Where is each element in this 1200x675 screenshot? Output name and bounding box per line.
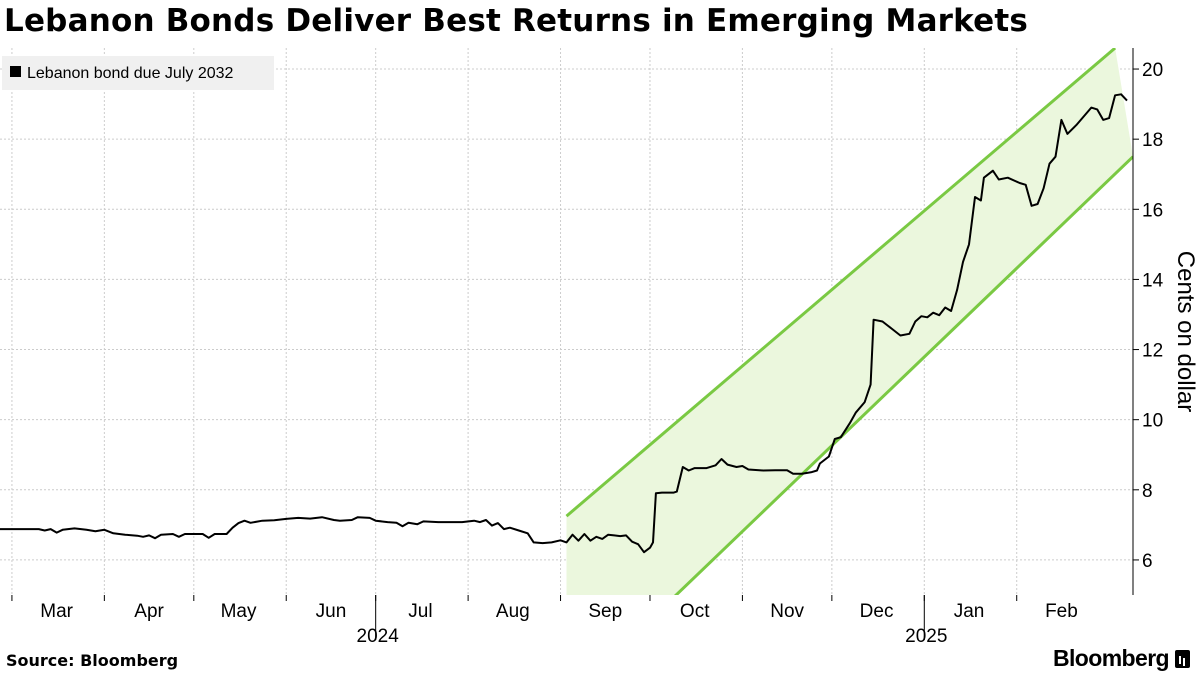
x-year-label: 2025 xyxy=(905,626,947,647)
bloomberg-logo: Bloomberg xyxy=(1053,645,1190,672)
x-tick-label: Oct xyxy=(680,601,710,622)
source-note: Source: Bloomberg xyxy=(6,651,179,670)
legend: Lebanon bond due July 2032 xyxy=(2,56,274,90)
y-tick-label: 20 xyxy=(1142,60,1163,81)
series-line-lebanon-bond xyxy=(0,93,1128,554)
legend-swatch xyxy=(10,66,21,77)
x-year-label: 2024 xyxy=(357,626,400,647)
y-tick-label: 8 xyxy=(1142,481,1153,502)
x-tick-label: Sep xyxy=(588,601,622,622)
trend-channel-upper-line xyxy=(565,48,1117,518)
y-tick-label: 18 xyxy=(1142,130,1163,151)
trend-channel-lower-line xyxy=(673,155,1133,595)
x-tick-label: Jul xyxy=(408,601,432,622)
y-tick-label: 14 xyxy=(1142,270,1164,291)
x-tick-label: Aug xyxy=(496,601,530,622)
y-tick-label: 12 xyxy=(1142,341,1163,362)
x-tick-label: Jan xyxy=(954,601,985,622)
y-axis-ticks: 6 8 10 12 14 16 18 20 xyxy=(1133,60,1164,572)
legend-box xyxy=(2,56,274,90)
chart-title: Lebanon Bonds Deliver Best Returns in Em… xyxy=(4,3,1029,39)
y-tick-label: 16 xyxy=(1142,200,1163,221)
bloomberg-terminal-icon xyxy=(1175,649,1190,668)
legend-entry: Lebanon bond due July 2032 xyxy=(27,65,234,82)
x-tick-label: Feb xyxy=(1045,601,1078,622)
y-tick-label: 6 xyxy=(1142,551,1153,572)
x-tick-label: May xyxy=(221,601,257,622)
x-tick-label: Apr xyxy=(134,601,164,622)
x-axis-ticks: Mar Apr May Jun Jul Aug Sep Oct Nov Dec Jan Feb 2024… xyxy=(11,595,1078,647)
y-tick-label: 10 xyxy=(1142,411,1163,432)
x-tick-label: Jun xyxy=(316,601,347,622)
x-tick-label: Nov xyxy=(770,601,804,622)
brand-name: Bloomberg xyxy=(1053,645,1170,671)
x-tick-label: Mar xyxy=(40,601,73,622)
trend-channel-band xyxy=(566,48,1133,595)
x-tick-label: Dec xyxy=(860,601,894,622)
y-axis-label: Cents on dollar xyxy=(1172,251,1199,412)
